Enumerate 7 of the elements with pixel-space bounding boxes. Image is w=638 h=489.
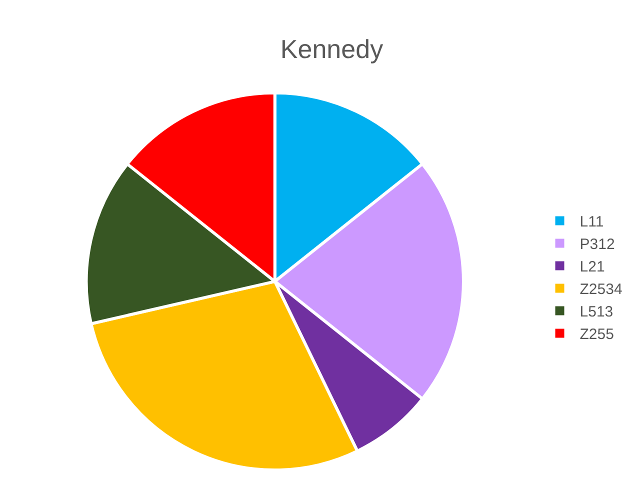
legend-label: L513 — [580, 304, 614, 321]
legend-label: Z2534 — [580, 281, 622, 298]
legend-label: L11 — [580, 214, 604, 231]
legend-label: Z255 — [580, 326, 614, 344]
legend-label: L21 — [580, 258, 605, 276]
chart-title: Kennedy — [280, 34, 384, 64]
legend-label: P312 — [580, 236, 615, 254]
